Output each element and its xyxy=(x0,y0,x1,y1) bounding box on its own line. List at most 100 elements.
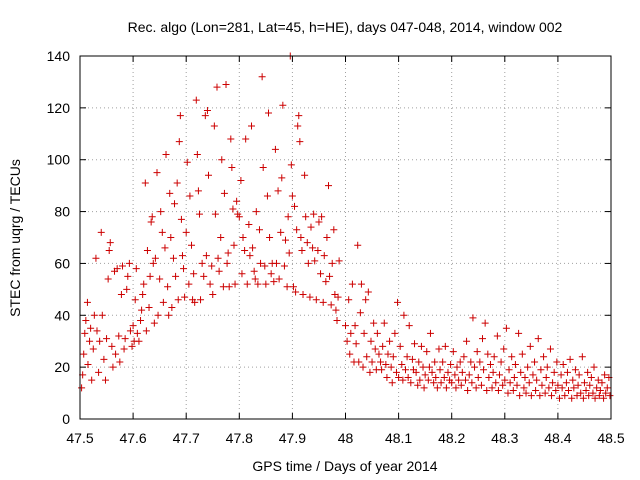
data-point xyxy=(131,296,139,304)
data-point xyxy=(281,236,289,244)
data-point xyxy=(533,376,541,384)
data-point xyxy=(399,376,407,384)
data-point xyxy=(150,319,158,327)
data-point xyxy=(449,348,457,356)
data-point xyxy=(97,228,105,236)
data-point xyxy=(602,389,610,397)
data-point xyxy=(83,298,91,306)
data-point xyxy=(332,306,340,314)
data-point xyxy=(565,386,573,394)
data-point xyxy=(309,244,317,252)
data-point xyxy=(460,353,468,361)
data-point xyxy=(89,345,97,353)
data-point xyxy=(370,319,378,327)
data-point xyxy=(233,197,241,205)
data-point xyxy=(458,368,466,376)
data-point xyxy=(317,270,325,278)
data-point xyxy=(580,379,588,387)
data-point xyxy=(200,272,208,280)
data-point xyxy=(398,361,406,369)
data-point xyxy=(379,342,387,350)
data-point xyxy=(442,384,450,392)
data-point xyxy=(178,252,186,260)
data-point xyxy=(558,384,566,392)
data-point xyxy=(231,280,239,288)
data-point xyxy=(284,213,292,221)
data-point xyxy=(95,368,103,376)
data-point xyxy=(182,228,190,236)
data-point xyxy=(291,202,299,210)
x-tick-label: 47.5 xyxy=(66,430,93,446)
data-point xyxy=(557,371,565,379)
data-point xyxy=(497,358,505,366)
data-point xyxy=(531,358,539,366)
data-point xyxy=(242,135,250,143)
data-point xyxy=(448,379,456,387)
data-point xyxy=(415,358,423,366)
data-point xyxy=(516,392,524,400)
data-point xyxy=(292,288,300,296)
data-point xyxy=(320,252,328,260)
data-points xyxy=(78,52,614,402)
data-point xyxy=(408,355,416,363)
data-point xyxy=(195,210,203,218)
data-point xyxy=(217,234,225,241)
data-point xyxy=(343,337,351,345)
data-point xyxy=(463,337,471,345)
data-point xyxy=(93,327,101,335)
data-point xyxy=(228,163,236,171)
data-point xyxy=(288,192,296,200)
data-point xyxy=(488,384,496,392)
data-point xyxy=(101,376,109,384)
data-point xyxy=(601,371,609,379)
data-point xyxy=(334,293,342,301)
data-point xyxy=(579,394,587,402)
y-tick-label: 100 xyxy=(47,152,71,168)
data-point xyxy=(493,332,501,340)
data-point xyxy=(220,189,228,197)
data-point xyxy=(509,386,517,394)
data-point xyxy=(437,379,445,387)
data-point xyxy=(506,379,514,387)
data-point xyxy=(250,267,258,275)
data-point xyxy=(100,355,108,363)
data-point xyxy=(335,257,343,265)
data-point xyxy=(435,345,443,353)
data-point xyxy=(477,381,485,389)
data-point xyxy=(559,361,567,369)
data-point xyxy=(205,171,213,179)
data-point xyxy=(526,342,534,350)
data-point xyxy=(433,384,441,392)
data-point xyxy=(289,283,297,291)
data-point xyxy=(411,340,419,348)
data-point xyxy=(594,376,602,384)
data-point xyxy=(165,311,173,319)
data-point xyxy=(214,254,222,262)
data-point xyxy=(297,234,305,241)
data-point xyxy=(301,171,309,179)
data-point xyxy=(323,234,331,241)
data-point xyxy=(384,350,392,358)
data-point xyxy=(238,270,246,278)
data-point xyxy=(420,384,428,392)
data-point xyxy=(186,192,194,200)
data-point xyxy=(251,275,259,283)
data-point xyxy=(197,296,205,304)
data-point xyxy=(405,322,413,330)
data-point xyxy=(439,358,447,366)
y-tick-label: 80 xyxy=(54,204,70,220)
data-point xyxy=(542,374,550,382)
data-point xyxy=(345,296,353,304)
data-point xyxy=(82,316,90,324)
data-point xyxy=(504,389,512,397)
data-point xyxy=(550,368,558,376)
data-point xyxy=(222,81,230,89)
data-point xyxy=(219,283,227,291)
x-tick-label: 47.6 xyxy=(119,430,146,446)
data-point xyxy=(510,374,518,382)
data-point xyxy=(126,327,134,335)
data-point xyxy=(534,335,542,343)
data-point xyxy=(524,363,532,371)
data-point xyxy=(593,384,601,392)
data-point xyxy=(421,371,429,379)
